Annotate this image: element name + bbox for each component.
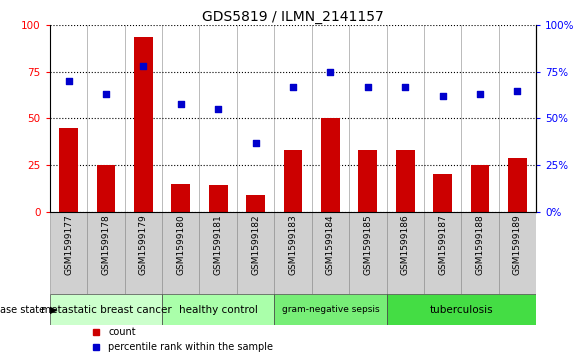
Bar bbox=[499, 212, 536, 294]
Point bbox=[475, 91, 485, 97]
Point bbox=[139, 64, 148, 69]
Text: GSM1599189: GSM1599189 bbox=[513, 214, 522, 275]
Bar bbox=[97, 165, 115, 212]
Text: GSM1599179: GSM1599179 bbox=[139, 214, 148, 275]
Point bbox=[326, 69, 335, 75]
Bar bbox=[134, 37, 153, 212]
Text: percentile rank within the sample: percentile rank within the sample bbox=[108, 342, 273, 352]
Text: count: count bbox=[108, 327, 136, 337]
Bar bbox=[312, 212, 349, 294]
Point bbox=[64, 78, 73, 84]
Bar bbox=[396, 150, 415, 212]
Point bbox=[288, 84, 298, 90]
Title: GDS5819 / ILMN_2141157: GDS5819 / ILMN_2141157 bbox=[202, 11, 384, 24]
Bar bbox=[87, 212, 125, 294]
Text: GSM1599184: GSM1599184 bbox=[326, 214, 335, 275]
Bar bbox=[237, 212, 274, 294]
Bar bbox=[59, 128, 78, 212]
Text: metastatic breast cancer: metastatic breast cancer bbox=[40, 305, 171, 315]
Point bbox=[438, 93, 447, 99]
Text: gram-negative sepsis: gram-negative sepsis bbox=[282, 305, 379, 314]
Text: GSM1599188: GSM1599188 bbox=[476, 214, 485, 275]
Point bbox=[176, 101, 185, 106]
Text: GSM1599182: GSM1599182 bbox=[251, 214, 260, 275]
Bar bbox=[274, 294, 387, 325]
Text: GSM1599186: GSM1599186 bbox=[401, 214, 410, 275]
Bar bbox=[162, 294, 274, 325]
Bar bbox=[424, 212, 461, 294]
Bar bbox=[50, 294, 162, 325]
Bar bbox=[50, 212, 87, 294]
Bar bbox=[274, 212, 312, 294]
Text: GSM1599177: GSM1599177 bbox=[64, 214, 73, 275]
Text: ▶: ▶ bbox=[50, 305, 57, 315]
Bar bbox=[162, 212, 199, 294]
Bar bbox=[433, 174, 452, 212]
Text: healthy control: healthy control bbox=[179, 305, 258, 315]
Point bbox=[101, 91, 111, 97]
Bar bbox=[172, 184, 190, 212]
Bar bbox=[321, 118, 340, 212]
Bar bbox=[461, 212, 499, 294]
Point bbox=[251, 140, 260, 146]
Bar bbox=[246, 195, 265, 212]
Bar bbox=[209, 185, 227, 212]
Bar bbox=[508, 158, 527, 212]
Point bbox=[213, 106, 223, 112]
Bar bbox=[359, 150, 377, 212]
Text: tuberculosis: tuberculosis bbox=[430, 305, 493, 315]
Text: GSM1599181: GSM1599181 bbox=[214, 214, 223, 275]
Point bbox=[513, 87, 522, 93]
Bar bbox=[387, 212, 424, 294]
Bar bbox=[471, 165, 489, 212]
Text: GSM1599178: GSM1599178 bbox=[101, 214, 110, 275]
Bar bbox=[284, 150, 302, 212]
Text: GSM1599183: GSM1599183 bbox=[288, 214, 298, 275]
Text: GSM1599180: GSM1599180 bbox=[176, 214, 185, 275]
Bar bbox=[349, 212, 387, 294]
Bar bbox=[125, 212, 162, 294]
Text: GSM1599185: GSM1599185 bbox=[363, 214, 372, 275]
Point bbox=[401, 84, 410, 90]
Bar bbox=[199, 212, 237, 294]
Point bbox=[363, 84, 373, 90]
Text: GSM1599187: GSM1599187 bbox=[438, 214, 447, 275]
Text: disease state: disease state bbox=[0, 305, 45, 315]
Bar bbox=[387, 294, 536, 325]
